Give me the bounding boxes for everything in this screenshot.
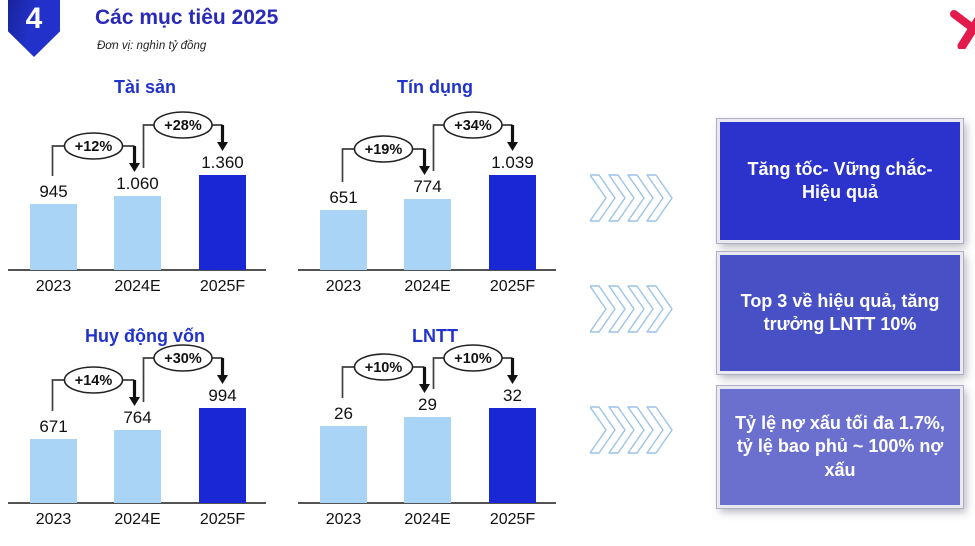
growth-arrowhead-icon xyxy=(217,375,228,384)
chart-title: Tín dụng xyxy=(397,77,473,97)
growth-label: +14% xyxy=(75,373,113,389)
bar-2025F xyxy=(489,175,536,270)
growth-arrowhead-icon xyxy=(419,384,430,393)
category-label: 2024E xyxy=(404,278,450,295)
value-label: 26 xyxy=(334,404,353,423)
unit-note: Đơn vị: nghìn tỷ đồng xyxy=(97,40,207,52)
chevron-right-icon xyxy=(589,174,674,222)
bar-2024E xyxy=(404,417,451,503)
category-label: 2025F xyxy=(490,511,536,528)
category-label: 2023 xyxy=(36,278,72,295)
category-label: 2023 xyxy=(326,511,362,528)
growth-arrowhead-icon xyxy=(217,142,228,151)
growth-arrowhead-icon xyxy=(129,163,140,172)
growth-arrowhead-icon xyxy=(129,397,140,406)
bar-2024E xyxy=(114,196,161,270)
category-label: 2024E xyxy=(114,511,160,528)
growth-bubble xyxy=(353,135,414,163)
growth-bubble xyxy=(153,344,213,372)
chart-cell-tin-dung: Tín dụng 651 2023 774 2024E 1.039 2025F +19% +3… xyxy=(290,75,580,311)
chart-cell-huy-dong-von: Huy động vốn 671 2023 764 2024E 994 2025F +14%… xyxy=(0,310,290,546)
bar-2023 xyxy=(320,210,367,270)
chart-title: Tài sản xyxy=(113,77,177,97)
bar-2023 xyxy=(30,439,77,503)
bar-2025F xyxy=(199,175,246,270)
growth-label: +10% xyxy=(365,360,403,376)
bar-2025F xyxy=(489,408,536,503)
growth-label: +28% xyxy=(164,118,202,134)
growth-bubble xyxy=(63,132,124,160)
growth-bubble xyxy=(63,366,124,394)
growth-label: +30% xyxy=(164,351,202,367)
category-label: 2025F xyxy=(200,511,246,528)
category-label: 2024E xyxy=(404,511,450,528)
bar-chart-canvas: 26 2023 29 2024E 32 2025F +10% +10% xyxy=(290,333,580,538)
bar-2023 xyxy=(320,426,367,503)
growth-label: +34% xyxy=(454,118,492,134)
chart-svg: 651 2023 774 2024E 1.039 2025F +19% +34% xyxy=(298,111,556,295)
target-box-npl: Tỷ lệ nợ xấu tối đa 1.7%, tỷ lệ bao phủ … xyxy=(717,386,963,508)
chart-svg: 671 2023 764 2024E 994 2025F +14% +30% xyxy=(8,344,266,528)
bar-2025F xyxy=(199,408,246,503)
value-label: 1.360 xyxy=(201,153,244,172)
target-box-label: Top 3 về hiệu quả, tăng trưởng LNTT 10% xyxy=(740,290,940,334)
target-box-label: Tăng tốc- Vững chắc- Hiệu quả xyxy=(747,158,933,202)
chevron-right-icon xyxy=(589,285,674,333)
category-label: 2025F xyxy=(200,278,246,295)
value-label: 1.039 xyxy=(491,153,534,172)
growth-arrowhead-icon xyxy=(507,142,518,151)
target-box-label: Tỷ lệ nợ xấu tối đa 1.7%, tỷ lệ bao phủ … xyxy=(735,413,945,480)
value-label: 945 xyxy=(39,182,67,201)
growth-label: +19% xyxy=(365,142,403,158)
chart-cell-lntt: LNTT 26 2023 29 2024E 32 2025F +10% +10% xyxy=(290,310,580,546)
category-label: 2024E xyxy=(114,278,160,295)
target-box-strategy: Tăng tốc- Vững chắc- Hiệu quả xyxy=(717,119,963,243)
bar-chart-canvas: 671 2023 764 2024E 994 2025F +14% +30% xyxy=(0,333,290,538)
growth-arrowhead-icon xyxy=(507,375,518,384)
value-label: 651 xyxy=(329,188,357,207)
chevron-right-icon xyxy=(589,406,674,454)
bar-2024E xyxy=(114,430,161,503)
value-label: 29 xyxy=(418,395,437,414)
page-title: Các mục tiêu 2025 xyxy=(95,6,279,29)
bar-chart-canvas: 651 2023 774 2024E 1.039 2025F +19% +34% xyxy=(290,100,580,305)
value-label: 671 xyxy=(39,417,67,436)
growth-bubble xyxy=(353,353,414,381)
bar-2023 xyxy=(30,204,77,270)
growth-label: +10% xyxy=(454,351,492,367)
growth-bubble xyxy=(153,111,213,139)
value-label: 764 xyxy=(123,408,151,427)
value-label: 994 xyxy=(208,386,236,405)
target-box-efficiency: Top 3 về hiệu quả, tăng trưởng LNTT 10% xyxy=(717,252,963,374)
chart-title: LNTT xyxy=(412,326,458,346)
slide-number-badge: 4 xyxy=(8,0,60,57)
value-label: 1.060 xyxy=(116,174,159,193)
bar-chart-canvas: 945 2023 1.060 2024E 1.360 2025F +12% +28% xyxy=(0,100,290,305)
growth-arrowhead-icon xyxy=(419,166,430,175)
value-label: 774 xyxy=(413,177,441,196)
chart-title: Huy động vốn xyxy=(85,326,205,346)
category-label: 2023 xyxy=(36,511,72,528)
chart-svg: 945 2023 1.060 2024E 1.360 2025F +12% +28% xyxy=(8,111,266,295)
chart-svg: 26 2023 29 2024E 32 2025F +10% +10% xyxy=(298,344,556,528)
growth-bubble xyxy=(443,344,503,372)
category-label: 2025F xyxy=(490,278,536,295)
growth-label: +12% xyxy=(75,139,113,155)
bar-2024E xyxy=(404,199,451,270)
chart-cell-tai-san: Tài sản 945 2023 1.060 2024E 1.360 2025F +12% +… xyxy=(0,75,290,311)
value-label: 32 xyxy=(503,386,522,405)
slide-number: 4 xyxy=(25,2,43,35)
category-label: 2023 xyxy=(326,278,362,295)
brand-logo-icon xyxy=(948,5,975,49)
growth-bubble xyxy=(443,111,503,139)
